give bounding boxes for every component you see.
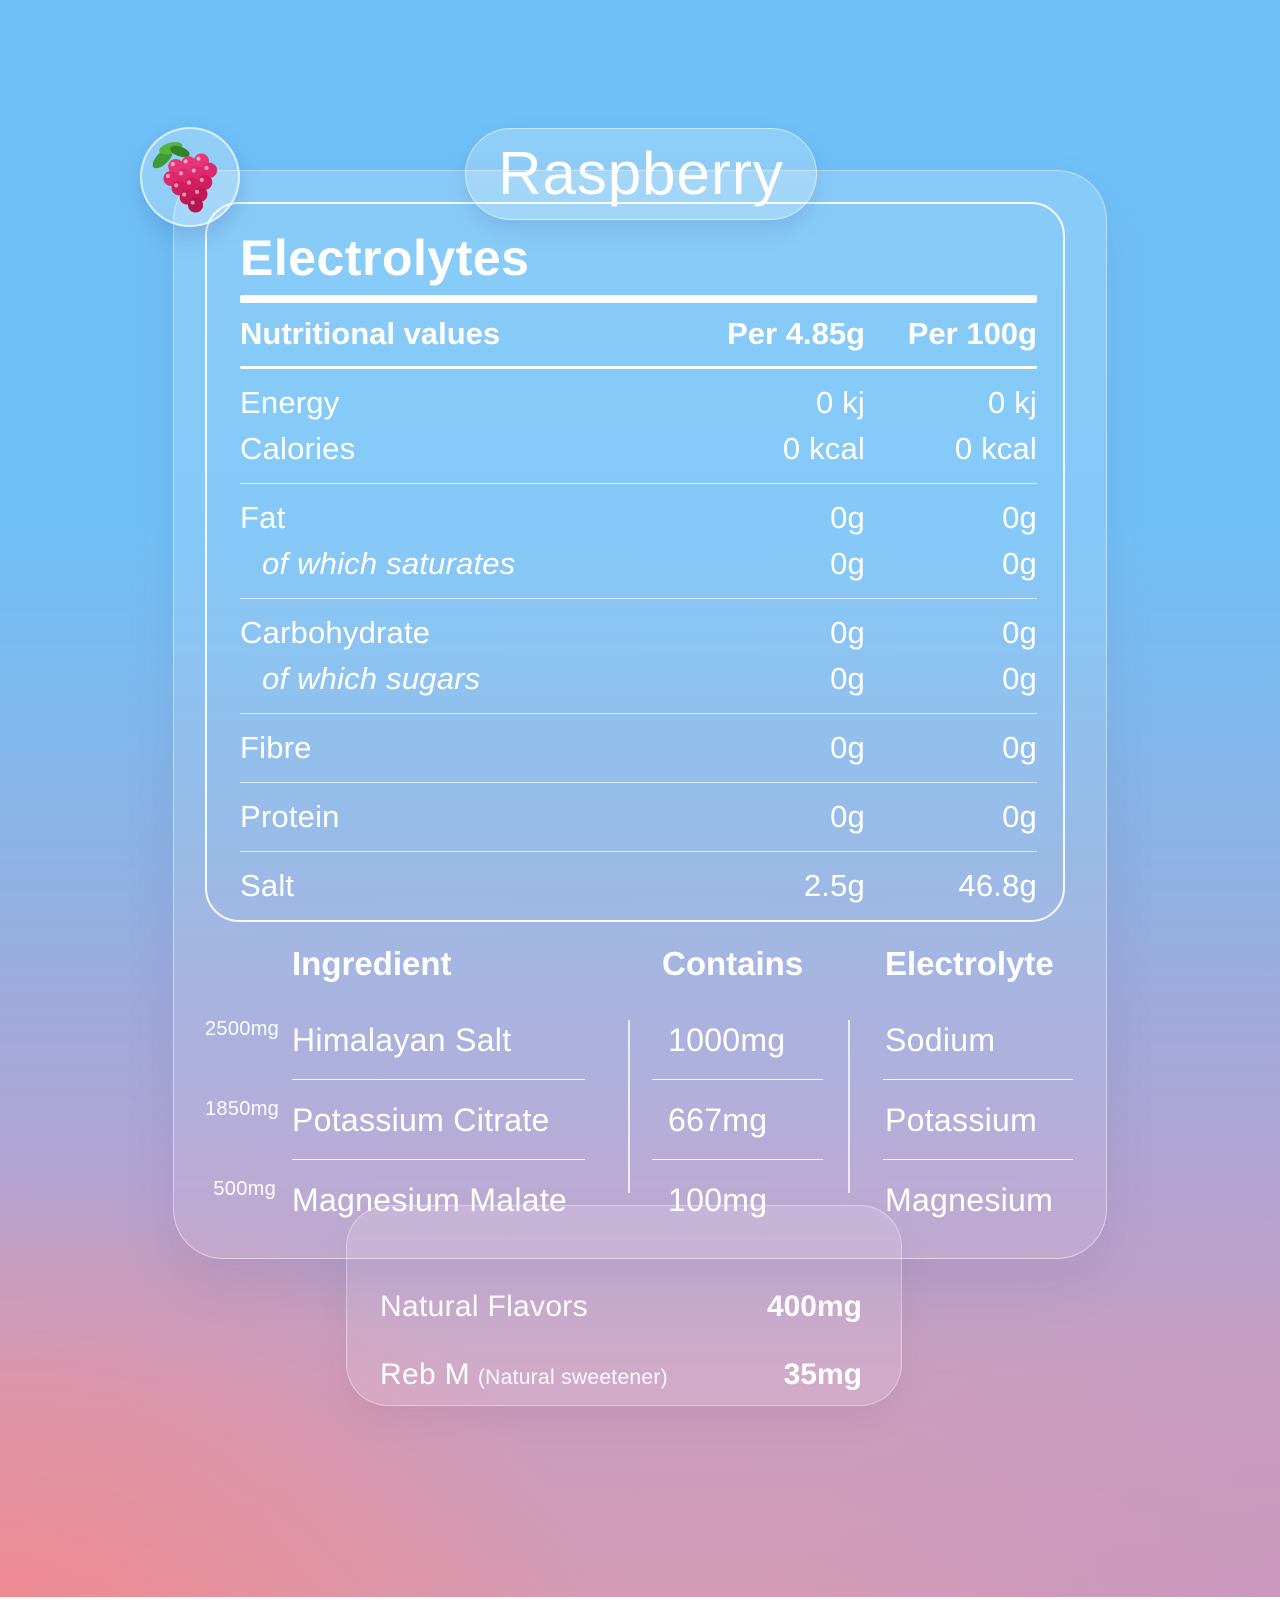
column-divider [628, 1020, 630, 1193]
table-group-fibre: Fibre 0g 0g [240, 714, 1037, 783]
flavor-pill-label: Raspberry [498, 140, 784, 207]
raspberry-icon [152, 142, 218, 213]
table-group-energy: Energy 0 kj 0 kj Calories 0 kcal 0 kcal [240, 369, 1037, 484]
table-group-salt: Salt 2.5g 46.8g [240, 852, 1037, 920]
contains-column-header: Contains [662, 945, 804, 982]
row-underline [652, 1158, 823, 1160]
row-label: of which saturates [262, 546, 516, 581]
row-value-per-100g: 0g [1002, 799, 1037, 834]
row-underline [883, 1158, 1073, 1160]
ingredient-column-header: Ingredient [292, 945, 452, 982]
ingredient-row-magnesium-malate: 500mg Magnesium Malate 100mg Magnesium [205, 1160, 1065, 1240]
extras-row-natural-flavors: Natural Flavors 400mg [380, 1284, 862, 1330]
row-value-per-100g: 0 kj [987, 385, 1037, 420]
row-label: Salt [240, 868, 295, 903]
row-value-per-100g: 0g [1002, 500, 1037, 535]
natural-flavors-label: Natural Flavors [380, 1290, 588, 1323]
table-row-saturates: of which saturates 0g 0g [240, 541, 1037, 587]
row-value-per-serving: 2.5g [803, 868, 865, 903]
row-value-per-100g: 0 kcal [954, 431, 1037, 466]
row-value-per-serving: 0g [830, 799, 865, 834]
ingredient-electrolyte: Magnesium [885, 1181, 1054, 1218]
ingredient-electrolyte: Potassium [885, 1101, 1038, 1138]
table-row-protein: Protein 0g 0g [240, 794, 1037, 840]
row-value-per-serving: 0g [830, 615, 865, 650]
row-underline [292, 1078, 585, 1080]
row-value-per-100g: 0g [1002, 661, 1037, 696]
ingredient-electrolyte: Sodium [885, 1021, 996, 1058]
column-divider [848, 1020, 850, 1193]
reb-m-note: (Natural sweetener) [477, 1366, 668, 1389]
ingredient-contains: 1000mg [668, 1021, 786, 1058]
row-value-per-100g: 0g [1002, 615, 1037, 650]
table-group-carbohydrate: Carbohydrate 0g 0g of which sugars 0g 0g [240, 599, 1037, 714]
ingredients-header-row: Ingredient Contains Electrolyte [205, 928, 1065, 1000]
table-row-fat: Fat 0g 0g [240, 495, 1037, 541]
table-row-carbohydrate: Carbohydrate 0g 0g [240, 610, 1037, 656]
reb-m-value: 35mg [783, 1358, 862, 1391]
row-label: Fat [240, 500, 286, 535]
table-header-row: Nutritional values Per 4.85g Per 100g [240, 315, 1037, 351]
card-title: Electrolytes [240, 230, 530, 286]
row-value-per-serving: 0g [830, 500, 865, 535]
ingredient-name: Magnesium Malate [292, 1181, 568, 1218]
row-value-per-serving: 0g [830, 546, 865, 581]
row-value-per-serving: 0 kj [815, 385, 865, 420]
row-label: of which sugars [262, 661, 481, 696]
ingredient-amount: 500mg [213, 1178, 276, 1200]
table-row-salt: Salt 2.5g 46.8g [240, 863, 1037, 909]
row-label: Carbohydrate [240, 615, 431, 650]
row-label: Energy [240, 385, 340, 420]
nutritional-values-header: Nutritional values [240, 315, 501, 351]
ingredient-row-potassium-citrate: 1850mg Potassium Citrate 667mg Potassium [205, 1080, 1073, 1160]
natural-flavors-value: 400mg [766, 1290, 862, 1323]
table-row-sugars: of which sugars 0g 0g [240, 656, 1037, 702]
ingredients-table: Ingredient Contains Electrolyte 2500mg H… [205, 928, 1073, 1240]
table-group-protein: Protein 0g 0g [240, 783, 1037, 852]
electrolyte-column-header: Electrolyte [885, 945, 1054, 982]
extras-row-reb-m: Reb M (Natural sweetener) 35mg [380, 1352, 862, 1398]
table-row-energy: Energy 0 kj 0 kj [240, 380, 1037, 426]
extras-panel: Natural Flavors 400mg Reb M (Natural swee… [346, 1205, 902, 1406]
ingredient-contains: 100mg [668, 1181, 768, 1218]
ingredient-name: Himalayan Salt [292, 1021, 512, 1058]
row-underline [883, 1078, 1073, 1080]
flavor-badge [140, 127, 240, 227]
table-row-calories: Calories 0 kcal 0 kcal [240, 426, 1037, 472]
ingredient-row-himalayan-salt: 2500mg Himalayan Salt 1000mg Sodium [205, 1000, 1073, 1080]
reb-m-name: Reb M [380, 1358, 470, 1391]
title-underline [240, 295, 1037, 303]
header-divider [240, 366, 1037, 369]
ingredient-amount: 2500mg [205, 1018, 280, 1040]
row-value-per-100g: 46.8g [958, 868, 1037, 903]
row-label: Protein [240, 799, 340, 834]
table-group-fat: Fat 0g 0g of which saturates 0g 0g [240, 484, 1037, 599]
bottom-strip [0, 1597, 1280, 1602]
ingredient-contains: 667mg [668, 1101, 768, 1138]
nutrition-card: Electrolytes Nutritional values Per 4.85… [205, 202, 1065, 922]
ingredient-name: Potassium Citrate [292, 1101, 550, 1138]
outer-glass-panel [173, 170, 1107, 1259]
table-row-fibre: Fibre 0g 0g [240, 725, 1037, 771]
row-value-per-serving: 0 kcal [782, 431, 865, 466]
row-label: Fibre [240, 730, 312, 765]
per-100g-header: Per 100g [907, 315, 1037, 351]
row-value-per-serving: 0g [830, 661, 865, 696]
row-label: Calories [240, 431, 356, 466]
row-underline [292, 1158, 585, 1160]
ingredient-amount: 1850mg [205, 1098, 280, 1120]
row-value-per-serving: 0g [830, 730, 865, 765]
per-serving-header: Per 4.85g [727, 315, 865, 351]
flavor-pill: Raspberry [465, 128, 817, 220]
reb-m-label: Reb M (Natural sweetener) [380, 1358, 784, 1392]
row-value-per-100g: 0g [1002, 730, 1037, 765]
row-value-per-100g: 0g [1002, 546, 1037, 581]
row-underline [652, 1078, 823, 1080]
